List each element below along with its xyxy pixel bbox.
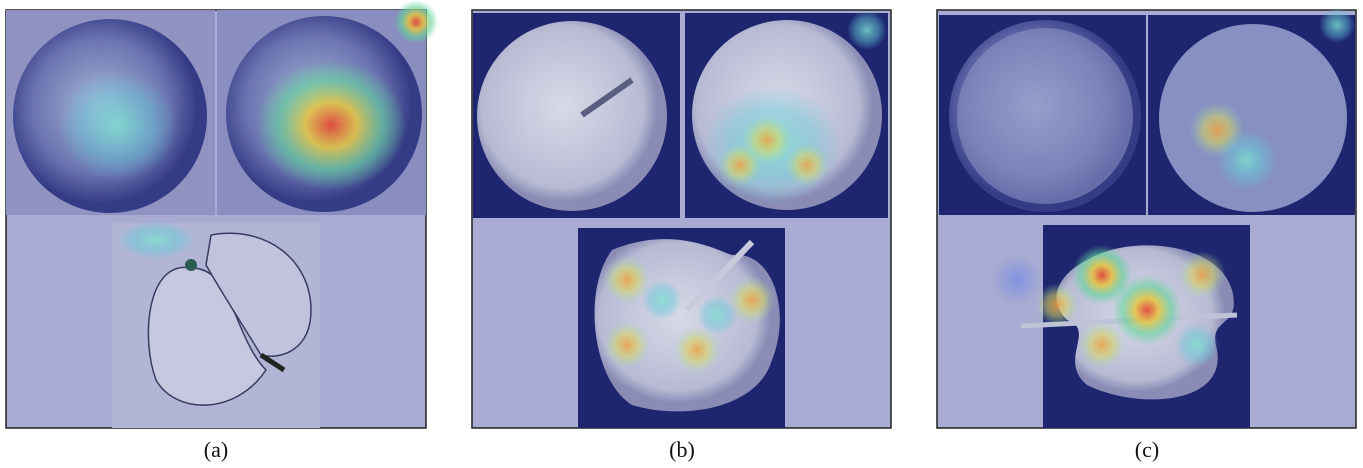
caption: (c) (1135, 437, 1159, 462)
panel-c (937, 7, 1356, 428)
panel-b (472, 10, 891, 428)
caption: (a) (204, 437, 228, 462)
caption: (b) (669, 437, 695, 462)
figure: (a) (b) (c) (0, 0, 1363, 468)
panel-a (6, 0, 438, 428)
